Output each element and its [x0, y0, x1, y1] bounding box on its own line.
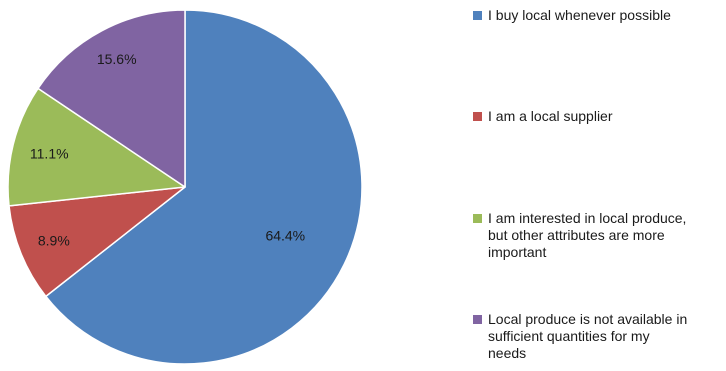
pie-slice-not-available [37, 9, 186, 188]
legend: I buy local whenever possible I am a loc… [473, 0, 726, 371]
legend-label-buy-local: I buy local whenever possible [488, 7, 671, 23]
pie-slice-interested [7, 87, 186, 207]
legend-item-interested: I am interested in local produce, but ot… [473, 210, 686, 261]
pie-label-interested: 11.1% [30, 146, 69, 162]
legend-swatch-not-available [473, 315, 482, 324]
legend-label-local-supplier: I am a local supplier [488, 108, 613, 124]
legend-item-buy-local: I buy local whenever possible [473, 7, 671, 24]
legend-swatch-buy-local [473, 11, 482, 20]
pie-label-not-available: 15.6% [97, 51, 137, 67]
pie-chart: 64.4% 8.9% 11.1% 15.6% [7, 9, 363, 365]
pie-slice-local-supplier [8, 186, 186, 298]
legend-item-not-available: Local produce is not available in suffic… [473, 311, 687, 362]
legend-swatch-interested [473, 214, 482, 223]
legend-label-not-available: Local produce is not available in suffic… [488, 311, 688, 361]
pie-slice-buy-local [45, 9, 363, 365]
pie-label-local-supplier: 8.9% [38, 232, 70, 248]
legend-label-interested: I am interested in local produce, but ot… [488, 210, 687, 260]
legend-item-local-supplier: I am a local supplier [473, 108, 613, 125]
legend-swatch-local-supplier [473, 112, 482, 121]
pie-label-buy-local: 64.4% [265, 228, 305, 244]
